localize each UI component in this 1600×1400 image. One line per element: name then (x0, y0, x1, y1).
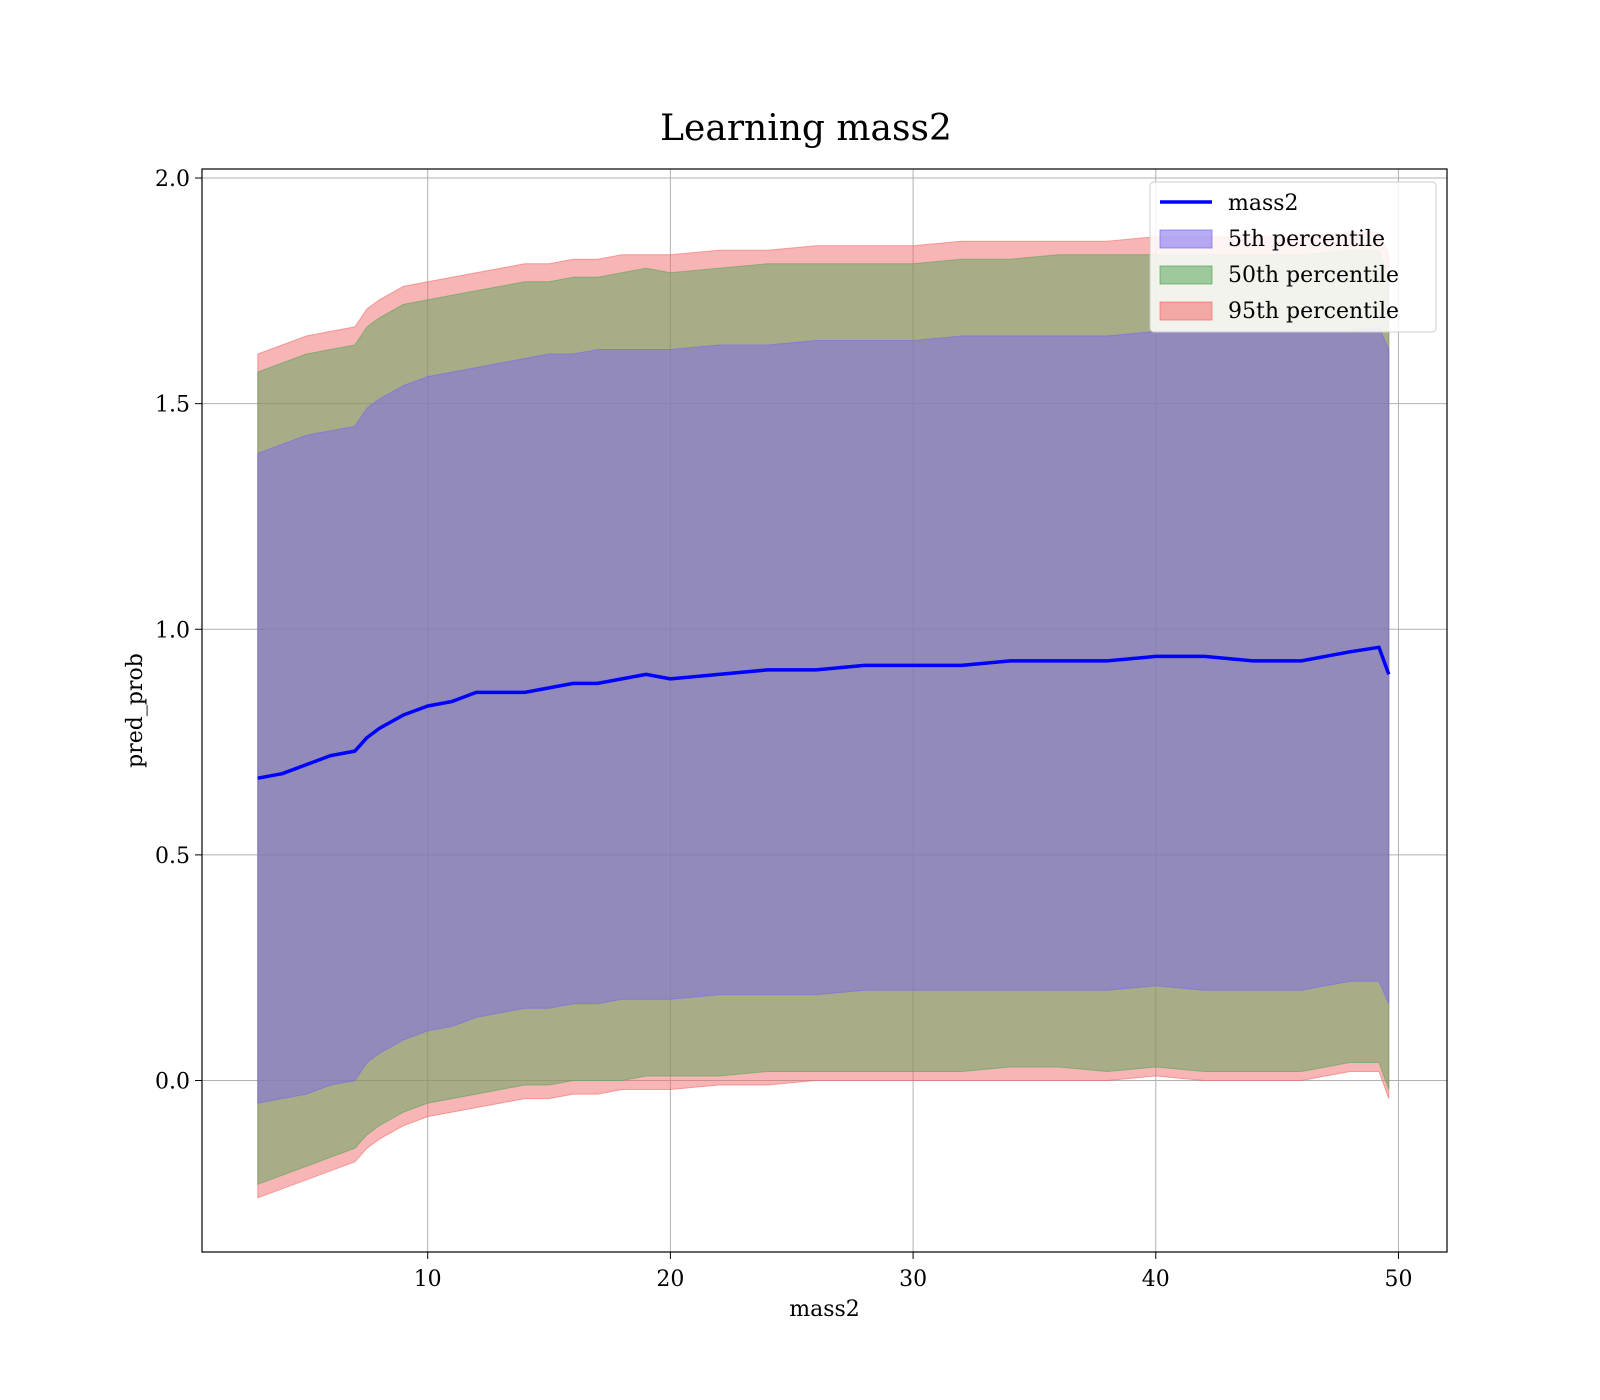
legend-swatch (1159, 265, 1213, 285)
legend-swatch (1159, 229, 1213, 249)
x-tick-label: 10 (414, 1267, 442, 1292)
y-tick-label: 1.5 (155, 393, 190, 418)
chart-title: Learning mass2 (660, 108, 952, 149)
plot-frame (201, 168, 1448, 1253)
x-tick-label: 50 (1384, 1267, 1412, 1292)
x-axis-ticks: 10 20 30 40 50 (414, 1252, 1412, 1292)
y-axis-label: pred_prob (123, 653, 148, 768)
line-series (257, 645, 1391, 780)
y-axis-ticks: 0.0 0.5 1.0 1.5 2.0 (155, 167, 202, 1095)
percentile-bands (257, 231, 1390, 1199)
y-tick-label: 0.0 (155, 1070, 190, 1095)
y-tick-label: 1.0 (155, 618, 190, 643)
legend-label: 5th percentile (1228, 227, 1385, 252)
x-axis-label: mass2 (789, 1297, 860, 1322)
y-tick-label: 0.5 (155, 844, 190, 869)
legend-swatch (1159, 301, 1213, 321)
legend: mass2 5th percentile 50th percentile 95th p… (1149, 181, 1437, 333)
legend-label: mass2 (1228, 191, 1299, 216)
band-5th (257, 326, 1390, 1104)
legend-label: 50th percentile (1228, 263, 1399, 288)
x-tick-label: 20 (656, 1267, 684, 1292)
legend-box (1149, 181, 1437, 333)
legend-label: 95th percentile (1228, 299, 1399, 324)
x-tick-label: 30 (899, 1267, 927, 1292)
line-mass2 (257, 645, 1391, 780)
x-tick-label: 40 (1142, 1267, 1170, 1292)
y-tick-label: 2.0 (155, 167, 190, 192)
